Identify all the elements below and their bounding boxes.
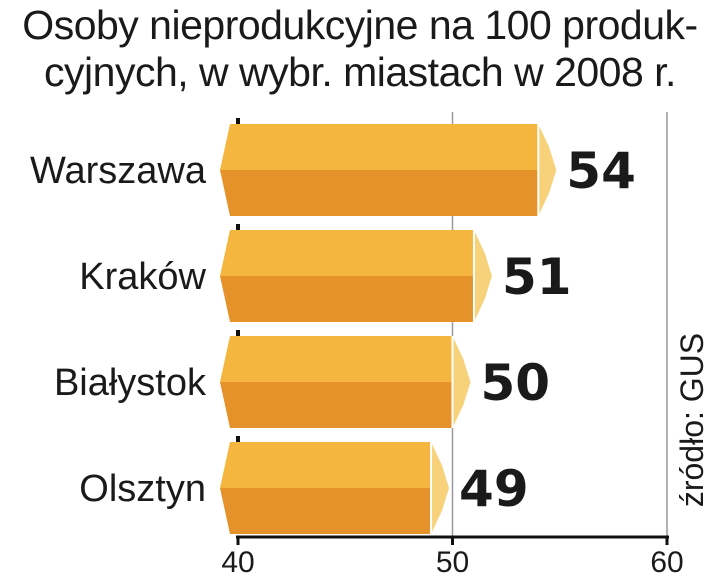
labels-layer: Warszawa 54 Kraków 51 Białystok 50 Olsztyn 49 [30,142,636,518]
bar-tip [431,442,450,534]
bar-warszawa [220,124,557,216]
bar-bottom-face [220,276,474,322]
bar-bottom-face [220,382,453,428]
bar-top-face [220,124,539,170]
category-label-warszawa: Warszawa [30,150,207,192]
value-label-olsztyn: 49 [459,460,529,518]
bar-tip [473,230,492,322]
x-tick-label-60: 60 [650,546,683,577]
x-axis: 40 50 60 [221,535,684,577]
category-label-olsztyn: Olsztyn [79,468,206,510]
value-label-kraków: 51 [502,248,572,306]
chart-title-line-2: cyjnych, w wybr. miastach w 2008 r. [44,49,676,95]
category-label-kraków: Kraków [79,256,206,298]
bar-bottom-face [220,488,432,534]
bar-top-face [220,336,453,382]
chart-title: Osoby nieprodukcyjne na 100 produk- cyjn… [0,2,720,96]
category-label-białystok: Białystok [54,362,207,404]
bar-top-face [220,230,474,276]
chart-title-line-1: Osoby nieprodukcyjne na 100 produk- [22,2,698,48]
bar-tip [538,124,557,216]
value-label-warszawa: 54 [566,142,636,200]
x-tick-label-50: 50 [436,546,469,577]
bars-layer [220,124,557,534]
x-tick-label-40: 40 [221,546,254,577]
bar-kraków [220,230,492,322]
source-note: źródło: GUS [674,333,710,507]
bar-białystok [220,336,471,428]
bar-tip [452,336,471,428]
bar-bottom-face [220,170,539,216]
bar-olsztyn [220,442,450,534]
value-label-białystok: 50 [481,354,551,412]
bar-top-face [220,442,432,488]
